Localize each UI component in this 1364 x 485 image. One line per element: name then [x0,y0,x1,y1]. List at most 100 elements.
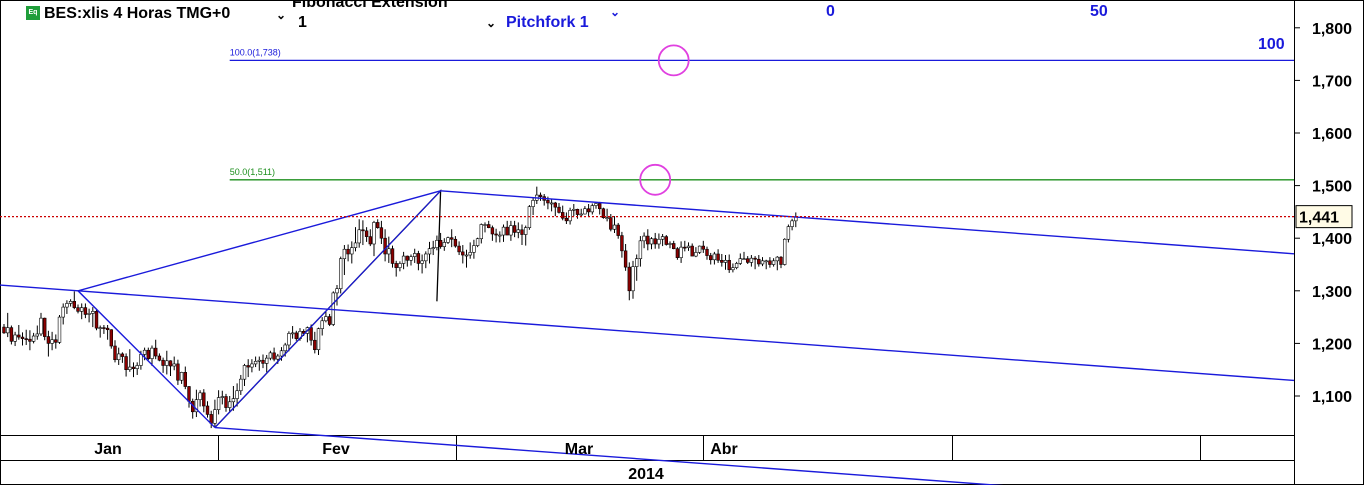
candle-body [350,247,354,255]
candle-body [486,224,491,228]
candle-body [287,333,291,346]
candle-body [257,359,261,362]
candle-body [782,238,787,265]
candle-body [494,233,498,236]
candle-body [35,333,40,337]
candle-body [80,307,84,312]
candle-body [401,255,406,264]
candle-body [675,248,680,258]
last-price-box [1295,205,1353,229]
candle-body [379,227,384,239]
title-dropdown-icon[interactable]: ⌄ [276,8,287,22]
candle-body [579,213,583,216]
candle-body [768,260,772,265]
study-dropdown-icon[interactable]: ⌄ [486,16,497,30]
symbol-badge-icon[interactable]: Eq [26,6,40,20]
candle-body [264,357,269,364]
candle-body [168,360,173,367]
candle-body [572,208,576,211]
candle-body [346,248,350,255]
candle-body [109,329,114,347]
candle-body [20,336,25,339]
candle-body [560,212,565,219]
candle-body [664,236,669,245]
candle-body [616,224,620,236]
candle-body [42,317,47,337]
candle-body [342,248,347,260]
candle-body [646,235,650,245]
candle-body [91,311,95,314]
y-tick-label: 1,600 [1312,126,1352,143]
candle-body [2,326,6,334]
candle-body [505,226,509,236]
candle-body [309,327,313,341]
y-tick-label: 1,800 [1312,21,1352,38]
candle-body [216,397,221,410]
candle-body [597,203,602,210]
candle-body [509,225,513,236]
candle-body [290,332,295,335]
candle-body [279,350,284,357]
candle-body [228,401,232,408]
candle-body [738,258,743,264]
candle-body [442,242,446,247]
candle-body [24,338,28,340]
candle-body [372,222,376,245]
y-tick-label: 1,500 [1312,179,1352,196]
candle-body [594,203,598,206]
x-tick-label: Jan [94,441,122,458]
candle-body [623,250,628,268]
candle-body [224,396,228,408]
candle-body [683,246,687,249]
candle-body [46,336,51,344]
candle-body [483,224,487,226]
candle-body [705,248,709,256]
candle-body [294,332,298,339]
candle-body [575,208,580,215]
highlight-circle [639,163,672,196]
candle-body [634,258,639,267]
candle-body [753,257,757,260]
candle-body [183,372,187,387]
candle-body [438,240,443,247]
candle-body [242,365,247,380]
candle-body [335,288,339,294]
candle-body [716,253,720,261]
pitchfork-dropdown-icon[interactable]: ⌄ [610,5,621,19]
candle-body [320,320,324,329]
candle-body [261,359,265,364]
candle-body [786,226,791,240]
candle-body [757,258,761,265]
candle-body [549,202,554,205]
candle-body [490,227,495,235]
candle-body [779,256,783,265]
candle-body [157,355,162,361]
candle-body [131,366,136,369]
candle-body [760,260,765,265]
candle-body [660,236,665,240]
candle-body [461,251,465,256]
candle-body [135,365,139,369]
candle-body [39,317,43,335]
candle-body [250,363,254,368]
candle-body [246,365,250,368]
candle-body [583,208,587,215]
candle-body [405,255,409,261]
candle-body [512,225,517,233]
candle-body [235,390,239,399]
chart-title: BES:xlis 4 Horas TMG+0 [44,5,231,22]
candle-body [194,399,199,413]
candle-body [57,316,62,343]
candle-body [409,256,413,261]
candle-body [627,266,632,292]
candle-body [72,301,77,308]
candle-body [113,345,117,361]
candle-body [76,307,80,312]
candle-body [390,248,395,264]
candle-body [117,353,121,361]
candle-body [283,344,287,352]
candle-body [87,313,91,315]
candle-body [420,260,424,264]
candle-body [775,256,780,262]
